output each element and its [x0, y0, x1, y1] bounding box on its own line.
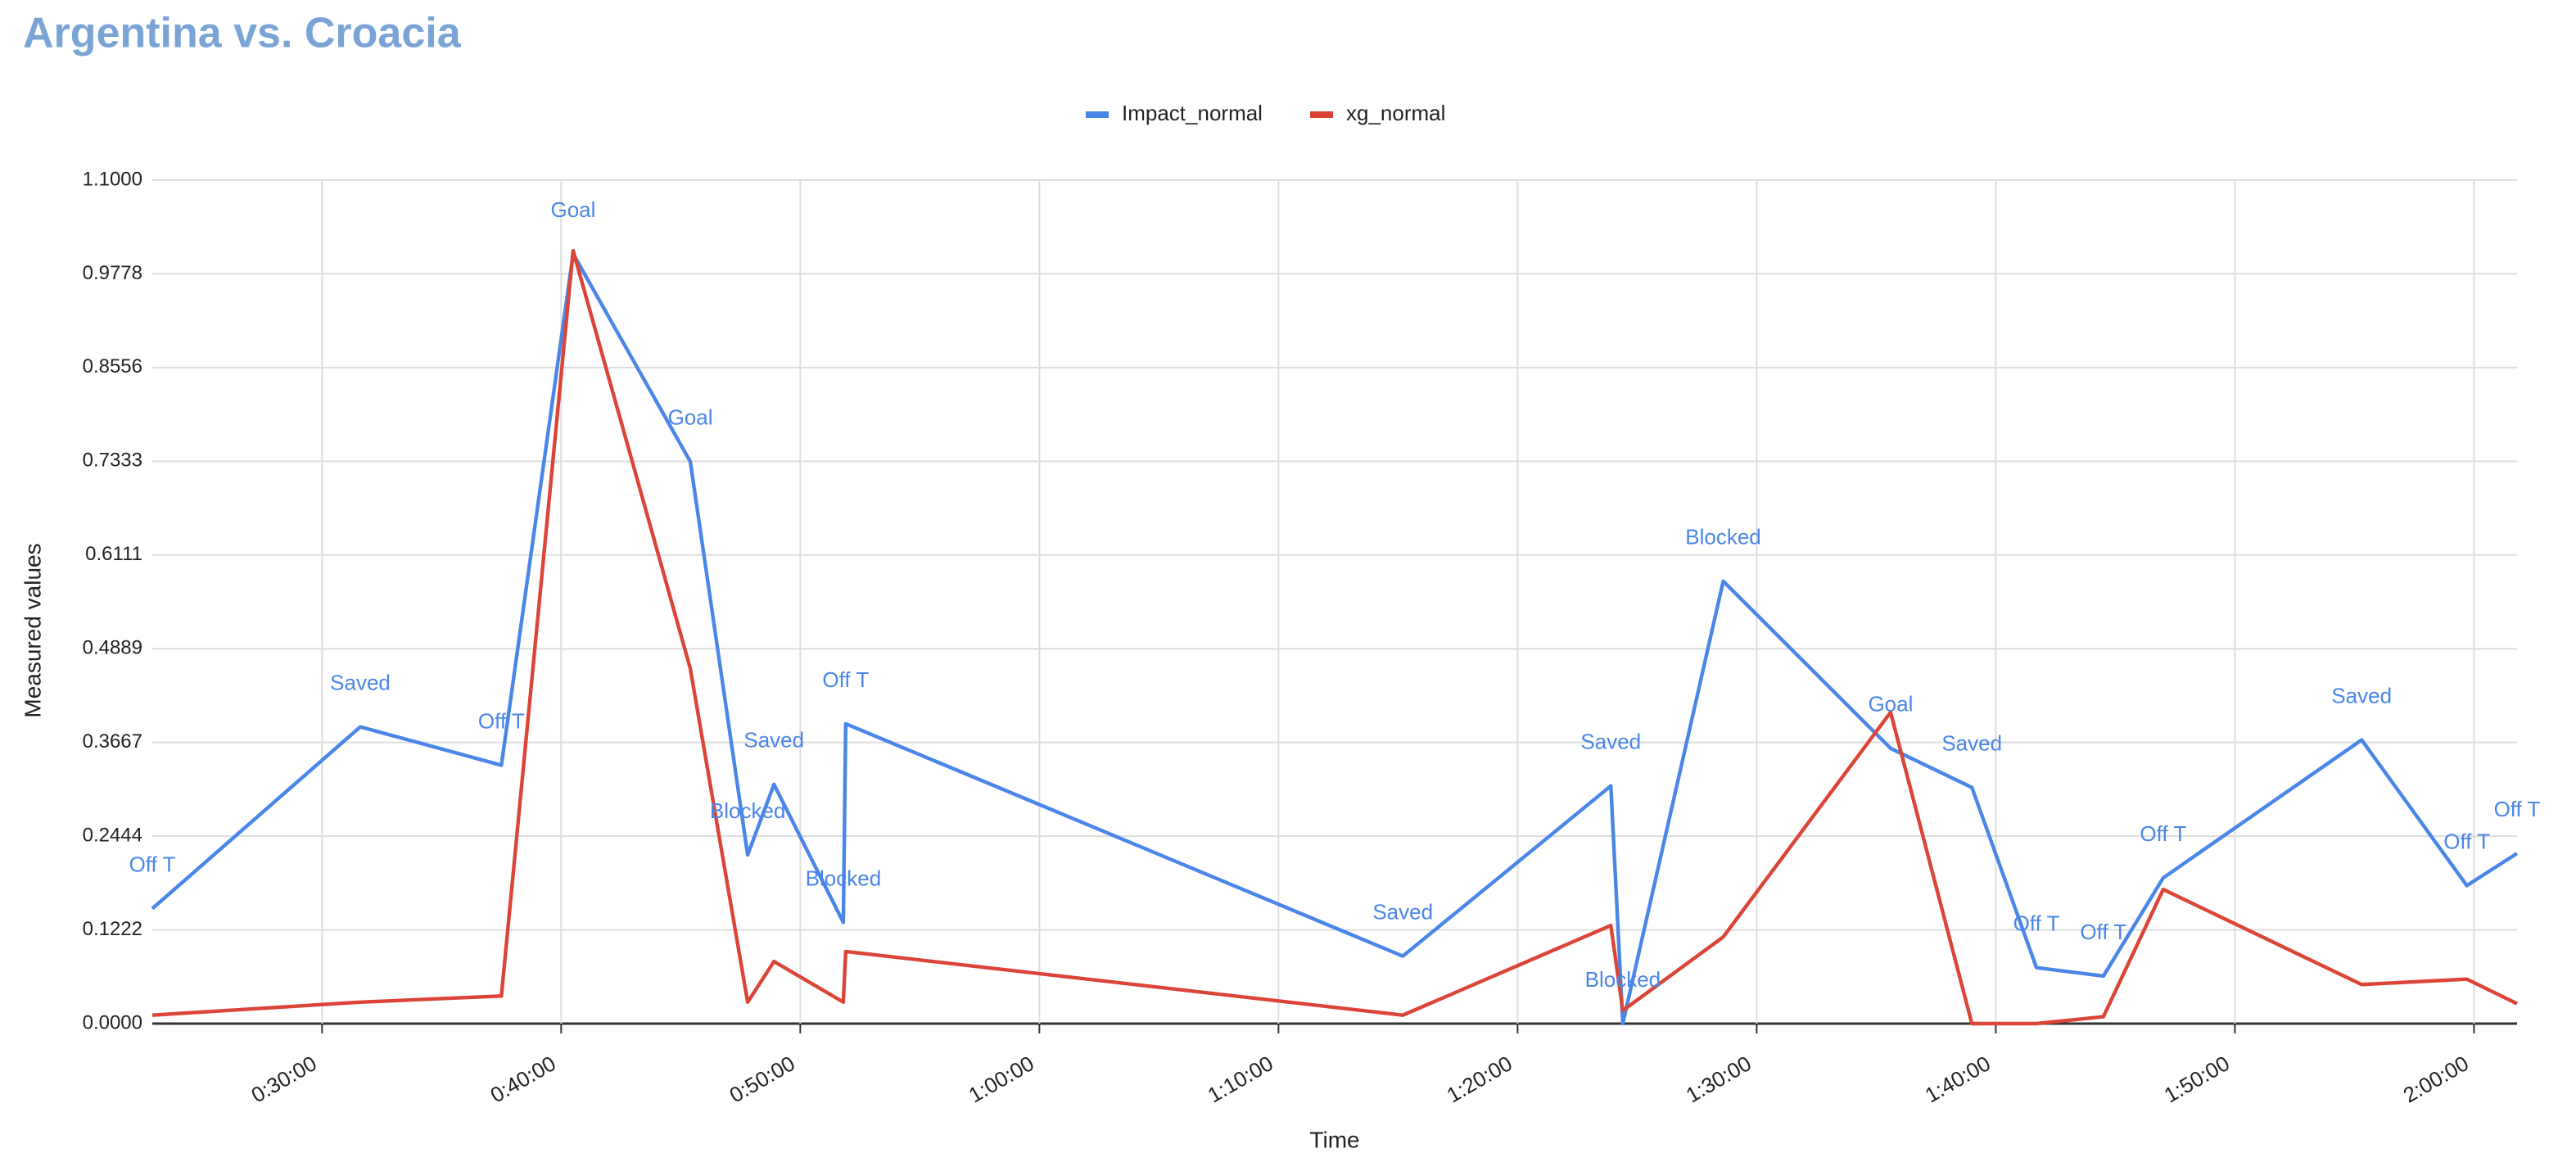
annotation: Off T: [2494, 797, 2541, 821]
annotation: Saved: [330, 671, 391, 695]
x-axis-title: Time: [1309, 1127, 1359, 1152]
y-tick-label: 0.6111: [85, 543, 142, 565]
legend-label: Impact_normal: [1122, 101, 1263, 125]
y-tick-label: 0.3667: [83, 730, 142, 753]
annotation: Off T: [2013, 911, 2060, 936]
annotation: Off T: [129, 852, 176, 876]
series-line: [151, 248, 2518, 1026]
annotation: Goal: [668, 405, 713, 430]
annotation: Saved: [1580, 730, 1641, 754]
y-tick-label: 0.2444: [83, 824, 142, 846]
annotation: Saved: [1372, 899, 1433, 924]
chart-title: Argentina vs. Croacia: [23, 10, 462, 57]
annotation: Off T: [822, 667, 869, 692]
y-tick-label: 0.0000: [83, 1011, 142, 1033]
annotation: Saved: [743, 728, 804, 753]
y-axis-title: Measured values: [20, 543, 45, 717]
y-tick-label: 0.1222: [83, 918, 142, 940]
y-tick-label: 0.8556: [83, 355, 142, 378]
y-tick-label: 0.7333: [83, 450, 142, 472]
y-tick-label: 1.1000: [83, 168, 142, 190]
annotation: Off T: [2080, 920, 2126, 944]
annotation: Blocked: [806, 866, 882, 890]
annotation: Saved: [2331, 683, 2392, 708]
y-tick-label: 0.4889: [83, 637, 142, 659]
series-line: [151, 251, 2519, 1026]
annotation: Blocked: [1685, 525, 1761, 549]
y-tick-label: 0.9778: [83, 262, 142, 284]
annotation: Off T: [478, 708, 525, 733]
annotation: Saved: [1941, 730, 2002, 755]
annotation: Goal: [1868, 692, 1913, 717]
annotation: Goal: [550, 197, 595, 222]
annotation: Blocked: [1585, 967, 1661, 992]
annotation: Blocked: [710, 798, 786, 823]
legend-label: xg_normal: [1346, 101, 1445, 125]
annotation: Off T: [2140, 821, 2186, 846]
annotation: Off T: [2443, 829, 2490, 853]
